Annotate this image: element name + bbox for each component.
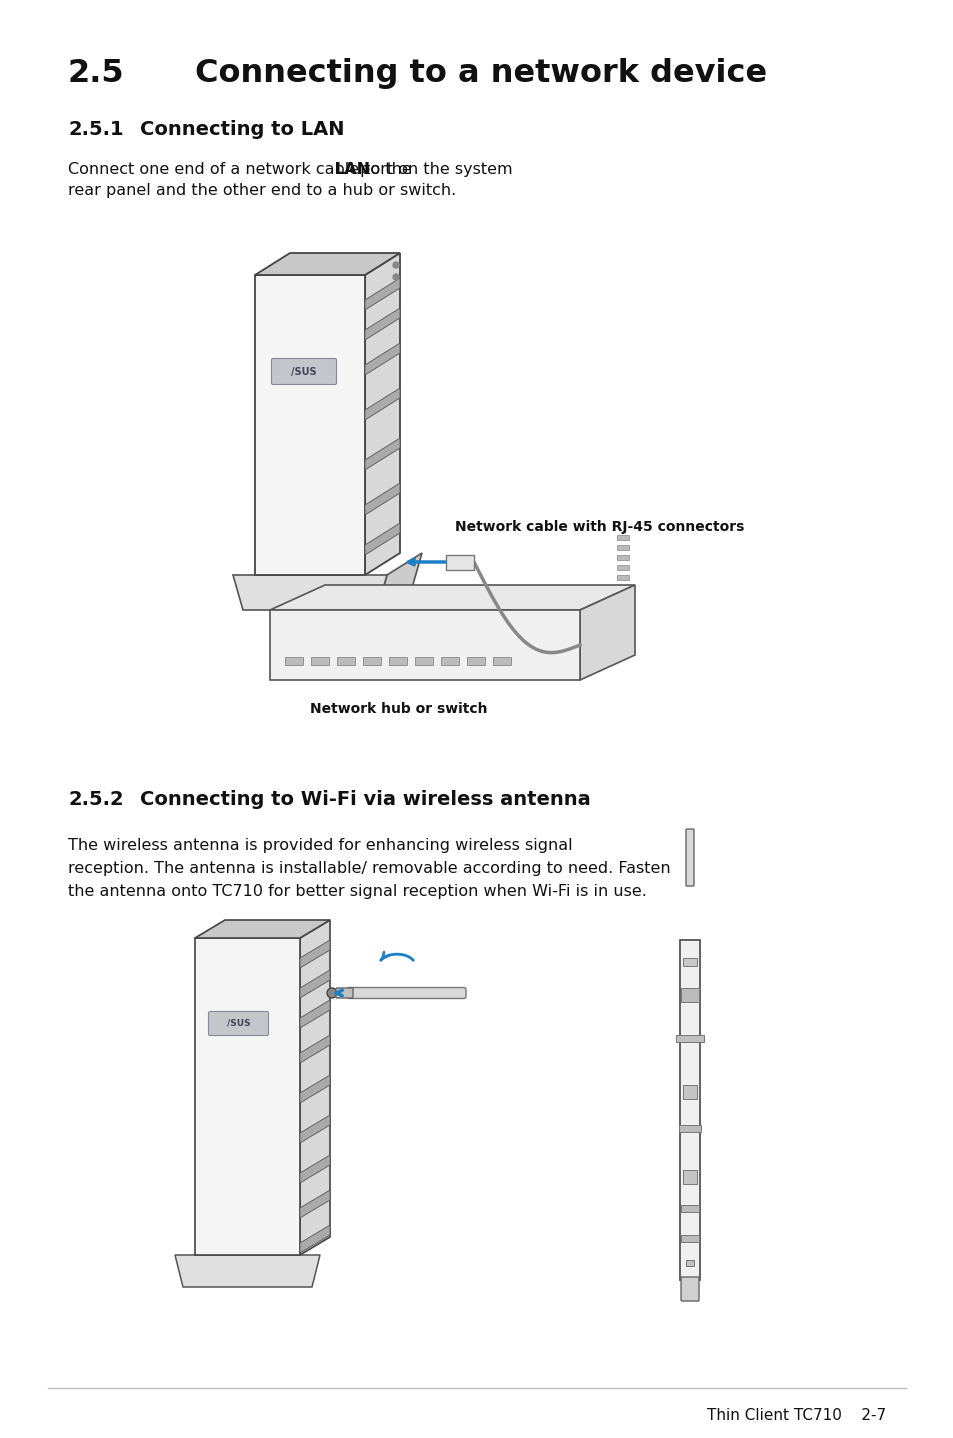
Polygon shape	[365, 483, 399, 515]
FancyBboxPatch shape	[209, 1011, 268, 1035]
Polygon shape	[365, 253, 399, 575]
Polygon shape	[299, 1114, 330, 1143]
Polygon shape	[254, 253, 399, 275]
FancyBboxPatch shape	[680, 1205, 699, 1212]
Polygon shape	[174, 1255, 319, 1287]
FancyBboxPatch shape	[676, 1035, 703, 1043]
Circle shape	[393, 275, 398, 280]
Polygon shape	[299, 1225, 330, 1252]
Text: Connecting to Wi-Fi via wireless antenna: Connecting to Wi-Fi via wireless antenna	[140, 789, 590, 810]
Text: rear panel and the other end to a hub or switch.: rear panel and the other end to a hub or…	[68, 183, 456, 198]
Polygon shape	[579, 585, 635, 680]
Text: /SUS: /SUS	[291, 367, 316, 377]
Polygon shape	[299, 1155, 330, 1183]
FancyBboxPatch shape	[617, 535, 628, 541]
Polygon shape	[299, 1035, 330, 1063]
Text: Network hub or switch: Network hub or switch	[310, 702, 487, 716]
Polygon shape	[376, 554, 421, 610]
Text: Connecting to a network device: Connecting to a network device	[194, 58, 766, 89]
Polygon shape	[299, 940, 330, 968]
Polygon shape	[299, 999, 330, 1028]
Text: LAN: LAN	[335, 162, 371, 177]
FancyBboxPatch shape	[617, 575, 628, 580]
FancyBboxPatch shape	[680, 1277, 699, 1301]
FancyBboxPatch shape	[680, 1235, 699, 1242]
Text: /SUS: /SUS	[227, 1020, 250, 1028]
Polygon shape	[194, 938, 299, 1255]
Circle shape	[393, 262, 398, 267]
FancyBboxPatch shape	[272, 358, 336, 384]
Text: The wireless antenna is provided for enhancing wireless signal: The wireless antenna is provided for enh…	[68, 838, 572, 853]
FancyBboxPatch shape	[335, 988, 353, 998]
Polygon shape	[299, 971, 330, 998]
FancyBboxPatch shape	[285, 657, 303, 664]
Polygon shape	[365, 308, 399, 339]
Text: reception. The antenna is installable/ removable according to need. Fasten: reception. The antenna is installable/ r…	[68, 861, 670, 876]
FancyBboxPatch shape	[682, 958, 697, 966]
FancyBboxPatch shape	[680, 988, 699, 1002]
Text: Connect one end of a network cable to the: Connect one end of a network cable to th…	[68, 162, 416, 177]
FancyBboxPatch shape	[617, 565, 628, 569]
FancyBboxPatch shape	[415, 657, 433, 664]
FancyBboxPatch shape	[347, 988, 465, 998]
Text: 2.5.2: 2.5.2	[68, 789, 124, 810]
FancyBboxPatch shape	[685, 1260, 693, 1265]
FancyBboxPatch shape	[446, 555, 474, 569]
FancyBboxPatch shape	[493, 657, 511, 664]
Polygon shape	[299, 920, 330, 1255]
Polygon shape	[270, 585, 635, 610]
Polygon shape	[299, 1191, 330, 1218]
Polygon shape	[299, 1076, 330, 1103]
Polygon shape	[254, 275, 365, 575]
FancyBboxPatch shape	[440, 657, 458, 664]
Polygon shape	[365, 388, 399, 420]
Text: Network cable with RJ-45 connectors: Network cable with RJ-45 connectors	[455, 521, 743, 533]
FancyBboxPatch shape	[685, 828, 693, 886]
FancyBboxPatch shape	[617, 545, 628, 549]
Text: 2.5.1: 2.5.1	[68, 119, 124, 139]
Polygon shape	[365, 344, 399, 375]
FancyBboxPatch shape	[467, 657, 484, 664]
Polygon shape	[365, 439, 399, 470]
FancyBboxPatch shape	[363, 657, 380, 664]
FancyBboxPatch shape	[679, 1125, 700, 1132]
FancyBboxPatch shape	[336, 657, 355, 664]
Polygon shape	[365, 278, 399, 311]
FancyBboxPatch shape	[682, 1171, 697, 1183]
FancyBboxPatch shape	[682, 1086, 697, 1099]
Polygon shape	[365, 523, 399, 555]
FancyBboxPatch shape	[617, 555, 628, 559]
Text: port on the system: port on the system	[355, 162, 513, 177]
FancyBboxPatch shape	[311, 657, 329, 664]
FancyBboxPatch shape	[389, 657, 407, 664]
Polygon shape	[679, 940, 700, 1280]
Polygon shape	[233, 575, 387, 610]
Polygon shape	[270, 610, 579, 680]
Polygon shape	[194, 920, 330, 938]
Circle shape	[327, 988, 336, 998]
Text: Connecting to LAN: Connecting to LAN	[140, 119, 344, 139]
Text: the antenna onto TC710 for better signal reception when Wi-Fi is in use.: the antenna onto TC710 for better signal…	[68, 884, 646, 899]
Text: Thin Client TC710    2-7: Thin Client TC710 2-7	[706, 1408, 885, 1424]
Text: 2.5: 2.5	[68, 58, 125, 89]
